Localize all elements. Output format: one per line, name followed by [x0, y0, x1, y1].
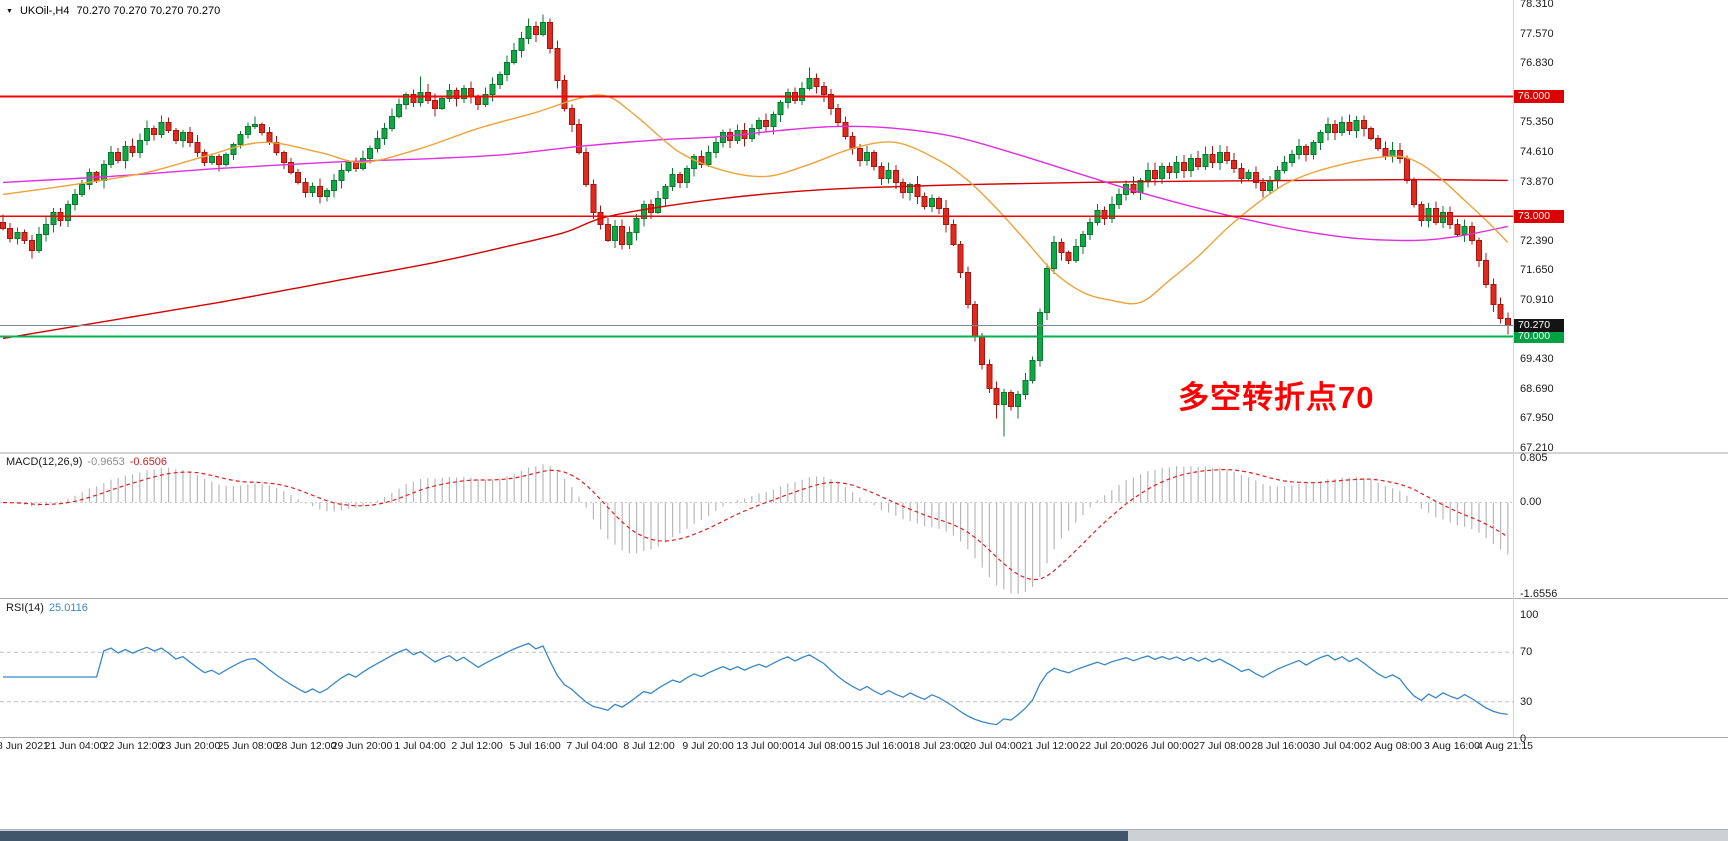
time-axis-label: 14 Jul 08:00 — [793, 740, 851, 752]
time-axis-label: 1 Jul 04:00 — [394, 740, 446, 752]
rsi-indicator-label: RSI(14) 25.0116 — [6, 602, 88, 614]
time-axis-label: 25 Jun 08:00 — [217, 740, 279, 752]
support-70-badge: 70.000 — [1514, 329, 1564, 343]
time-axis-label: 22 Jun 12:00 — [102, 740, 164, 752]
time-axis-label: 28 Jul 16:00 — [1251, 740, 1309, 752]
macd-name: MACD(12,26,9) — [6, 456, 83, 468]
price-tick-label: 74.610 — [1520, 146, 1554, 158]
support-73-badge: 73.000 — [1514, 209, 1564, 223]
price-tick-label: 76.830 — [1520, 57, 1554, 70]
rsi-name: RSI(14) — [6, 602, 44, 614]
price-tick-label: 71.650 — [1520, 264, 1554, 277]
price-tick-label: 72.390 — [1520, 234, 1554, 247]
macd-signal-line — [2, 468, 1509, 581]
rsi-line — [3, 642, 1508, 726]
time-axis-label: 7 Jul 04:00 — [566, 740, 618, 752]
price-tick-label: 75.350 — [1520, 116, 1554, 129]
price-tick-label: 67.210 — [1520, 442, 1554, 454]
time-axis-label: 4 Aug 21:15 — [1476, 740, 1534, 752]
time-axis-label: 3 Aug 16:00 — [1423, 740, 1481, 752]
time-axis-label: 5 Jul 16:00 — [509, 740, 561, 752]
time-axis-label: 22 Jul 20:00 — [1079, 740, 1137, 752]
time-axis-label: 13 Jul 00:00 — [736, 740, 794, 752]
time-axis-label: 18 Jun 2021 — [0, 740, 49, 752]
time-axis-label: 21 Jul 12:00 — [1021, 740, 1079, 752]
price-tick-label: 69.430 — [1520, 353, 1554, 366]
time-axis-label: 23 Jun 20:00 — [159, 740, 221, 752]
time-axis-label: 28 Jun 12:00 — [275, 740, 337, 752]
time-axis-label: 26 Jul 00:00 — [1136, 740, 1194, 752]
price-axis[interactable]: 78.310 77.570 76.830 75.350 74.610 73.870 72.3… — [1513, 0, 1728, 745]
time-axis-label: 29 Jun 20:00 — [331, 740, 393, 752]
rsi-axis-label: 100 — [1520, 609, 1539, 621]
price-tick-label: 70.910 — [1520, 294, 1554, 306]
price-tick-label: 67.950 — [1520, 412, 1554, 425]
macd-value-signal: -0.6506 — [129, 456, 168, 468]
resistance-76-badge: 76.000 — [1514, 89, 1564, 103]
time-axis-label: 27 Jul 08:00 — [1193, 740, 1251, 752]
price-tick-label: 68.690 — [1520, 382, 1554, 395]
price-tick-label: 77.570 — [1520, 27, 1554, 40]
horizontal-scrollbar[interactable] — [0, 829, 1728, 841]
rsi-axis-label: 70 — [1520, 646, 1533, 659]
rsi-axis-label: 0 — [1520, 733, 1527, 745]
chart-menu-arrow-icon[interactable]: ▼ — [6, 7, 13, 15]
time-axis-label: 30 Jul 04:00 — [1308, 740, 1366, 752]
time-axis-label: 2 Jul 12:00 — [451, 740, 503, 752]
macd-value-main: -0.9653 — [87, 456, 125, 468]
price-tick-label: 78.310 — [1520, 0, 1554, 10]
time-axis-label: 21 Jun 04:00 — [44, 740, 106, 752]
ohlc-readout: 70.270 70.270 70.270 70.270 — [76, 5, 221, 17]
ma-line-medium-magenta — [2, 125, 1508, 242]
time-axis-label: 8 Jul 12:00 — [623, 740, 675, 752]
time-axis-label: 9 Jul 20:00 — [682, 740, 734, 752]
current-price-badge: 70.270 — [1514, 319, 1564, 333]
time-axis-label: 15 Jul 16:00 — [851, 740, 909, 752]
scrollbar-thumb[interactable] — [0, 831, 1128, 841]
rsi-axis-label: 30 — [1520, 695, 1533, 708]
macd-axis-label: 0.805 — [1520, 452, 1548, 464]
macd-axis-label: 0.00 — [1520, 496, 1542, 509]
chart-annotation-text: 多空转折点70 — [1178, 380, 1375, 415]
symbol-title: UKOil-,H4 — [19, 5, 70, 17]
ma-line-slow-red — [2, 178, 1508, 340]
time-axis-label: 18 Jul 23:00 — [908, 740, 966, 752]
macd-histogram — [9, 464, 1509, 594]
time-axis-label: 2 Aug 08:00 — [1365, 740, 1423, 752]
price-tick-label: 73.870 — [1520, 175, 1554, 188]
rsi-value: 25.0116 — [48, 602, 88, 614]
macd-indicator-label: MACD(12,26,9) -0.9653 -0.6506 — [6, 456, 167, 468]
ma-line-fast-orange — [2, 94, 1509, 305]
time-axis-label: 20 Jul 04:00 — [964, 740, 1022, 752]
symbol-header: ▼ UKOil-,H4 70.270 70.270 70.270 70.270 — [6, 5, 220, 17]
macd-axis-label: -1.6556 — [1520, 588, 1558, 600]
